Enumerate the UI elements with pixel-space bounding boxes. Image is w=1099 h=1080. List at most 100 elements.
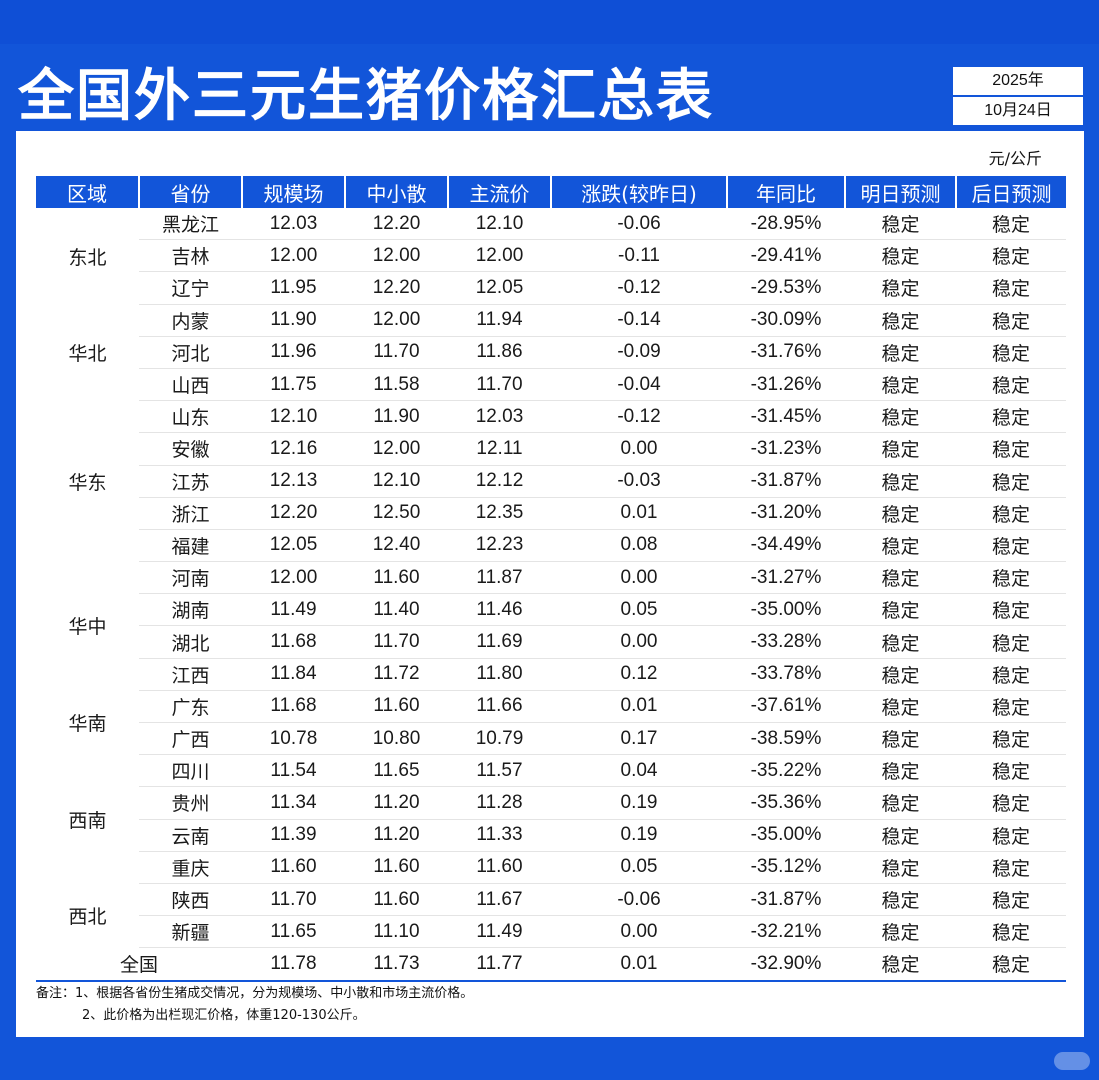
small-price-cell: 11.60: [345, 561, 448, 595]
table-row: 东北 黑龙江 12.03 12.20 12.10 -0.06 -28.95% 稳定 稳定: [36, 208, 1066, 269]
scale-price-cell: 12.00: [242, 561, 345, 595]
change-cell: 0.00: [551, 915, 727, 949]
forecast-after-cell: 稳定: [956, 497, 1066, 530]
change-cell: 0.05: [551, 593, 727, 627]
yoy-cell: -33.78%: [727, 658, 845, 691]
scale-price-cell: 11.78: [242, 947, 345, 982]
table-row: 广西 10.78 10.80 10.79 0.17 -38.59% 稳定 稳定: [36, 722, 1066, 756]
region-cell: 华东: [68, 471, 107, 494]
forecast-after-cell: 稳定: [956, 690, 1066, 724]
region-cell: 东北: [68, 246, 107, 269]
forecast-after-cell: 稳定: [956, 658, 1066, 691]
forecast-tomorrow-cell: 稳定: [845, 593, 956, 627]
yoy-cell: -31.26%: [727, 368, 845, 402]
small-price-cell: 12.50: [345, 497, 448, 530]
province-cell: 福建: [139, 529, 242, 563]
column-header: 规模场: [241, 176, 345, 208]
main-price-cell: 11.86: [448, 336, 551, 369]
region-cell: 西南: [68, 809, 107, 832]
main-price-cell: 11.60: [448, 851, 551, 884]
province-cell: 山西: [139, 368, 242, 402]
forecast-after-cell: 稳定: [956, 625, 1066, 659]
table-row: 安徽 12.16 12.00 12.11 0.00 -31.23% 稳定 稳定: [36, 432, 1066, 466]
small-price-cell: 12.20: [345, 271, 448, 305]
forecast-after-cell: 稳定: [956, 529, 1066, 563]
scale-price-cell: 11.39: [242, 819, 345, 852]
scale-price-cell: 11.49: [242, 593, 345, 627]
scale-price-cell: 12.20: [242, 497, 345, 530]
scale-price-cell: 12.16: [242, 432, 345, 466]
page-title: 全国外三元生猪价格汇总表: [18, 64, 714, 129]
forecast-tomorrow-cell: 稳定: [845, 690, 956, 724]
small-price-cell: 12.10: [345, 465, 448, 498]
small-price-cell: 11.10: [345, 915, 448, 949]
notes: 备注：1、根据各省份生猪成交情况，分为规模场、中小散和市场主流价格。 2、此价格…: [36, 983, 473, 1027]
yoy-cell: -32.90%: [727, 947, 845, 982]
main-price-cell: 12.05: [448, 271, 551, 305]
change-cell: -0.12: [551, 400, 727, 434]
province-cell: 湖北: [139, 625, 242, 659]
change-cell: -0.04: [551, 368, 727, 402]
forecast-tomorrow-cell: 稳定: [845, 819, 956, 852]
change-cell: 0.12: [551, 658, 727, 691]
province-cell: 陕西: [139, 883, 242, 917]
province-cell: 广东: [139, 690, 242, 724]
small-price-cell: 11.70: [345, 625, 448, 659]
forecast-tomorrow-cell: 稳定: [845, 465, 956, 498]
change-cell: 0.05: [551, 851, 727, 884]
table-row: 吉林 12.00 12.00 12.00 -0.11 -29.41% 稳定 稳定: [36, 239, 1066, 273]
forecast-after-cell: 稳定: [956, 432, 1066, 466]
forecast-after-cell: 稳定: [956, 754, 1066, 788]
forecast-after-cell: 稳定: [956, 465, 1066, 498]
forecast-after-cell: 稳定: [956, 593, 1066, 627]
main-price-cell: 11.66: [448, 690, 551, 724]
small-price-cell: 10.80: [345, 722, 448, 756]
forecast-tomorrow-cell: 稳定: [845, 529, 956, 563]
yoy-cell: -31.20%: [727, 497, 845, 530]
change-cell: 0.01: [551, 947, 727, 982]
forecast-after-cell: 稳定: [956, 883, 1066, 917]
province-cell: 新疆: [139, 915, 242, 949]
column-header: 年同比: [726, 176, 845, 208]
scale-price-cell: 11.54: [242, 754, 345, 788]
forecast-tomorrow-cell: 稳定: [845, 722, 956, 756]
column-header: 区域: [36, 176, 139, 208]
main-price-cell: 11.87: [448, 561, 551, 595]
yoy-cell: -31.23%: [727, 432, 845, 466]
change-cell: 0.04: [551, 754, 727, 788]
province-cell: 黑龙江: [139, 208, 242, 241]
forecast-tomorrow-cell: 稳定: [845, 336, 956, 369]
table-row: 江苏 12.13 12.10 12.12 -0.03 -31.87% 稳定 稳定: [36, 465, 1066, 498]
column-header: 涨跌(较昨日): [550, 176, 727, 208]
main-price-cell: 11.80: [448, 658, 551, 691]
yoy-cell: -28.95%: [727, 208, 845, 241]
table-row: 华中 河南 12.00 11.60 11.87 0.00 -31.27% 稳定 稳定: [36, 561, 1066, 638]
forecast-tomorrow-cell: 稳定: [845, 658, 956, 691]
yoy-cell: -29.53%: [727, 271, 845, 305]
forecast-tomorrow-cell: 稳定: [845, 400, 956, 434]
yoy-cell: -34.49%: [727, 529, 845, 563]
change-cell: -0.14: [551, 304, 727, 337]
forecast-tomorrow-cell: 稳定: [845, 947, 956, 982]
date-year: 2025年: [953, 67, 1083, 97]
small-price-cell: 12.00: [345, 432, 448, 466]
column-header: 主流价: [447, 176, 551, 208]
table-row: 辽宁 11.95 12.20 12.05 -0.12 -29.53% 稳定 稳定: [36, 271, 1066, 305]
main-price-cell: 12.23: [448, 529, 551, 563]
main-price-cell: 11.28: [448, 786, 551, 820]
change-cell: -0.06: [551, 208, 727, 241]
small-price-cell: 11.60: [345, 883, 448, 917]
main-price-cell: 10.79: [448, 722, 551, 756]
yoy-cell: -31.45%: [727, 400, 845, 434]
forecast-after-cell: 稳定: [956, 304, 1066, 337]
forecast-after-cell: 稳定: [956, 786, 1066, 820]
province-cell: 贵州: [139, 786, 242, 820]
date-day: 10月24日: [984, 102, 1052, 119]
table-row: 华东 山东 12.10 11.90 12.03 -0.12 -31.45% 稳定 稳定: [36, 400, 1066, 494]
small-price-cell: 12.00: [345, 304, 448, 337]
forecast-tomorrow-cell: 稳定: [845, 851, 956, 884]
yoy-cell: -37.61%: [727, 690, 845, 724]
table-panel: 元/公斤 区域 省份 规模场 中小散 主流价 涨跌(较昨日) 年同比 明日预测 后日预测 东北 黑…: [16, 131, 1084, 1037]
change-cell: -0.11: [551, 239, 727, 273]
main-price-cell: 12.35: [448, 497, 551, 530]
